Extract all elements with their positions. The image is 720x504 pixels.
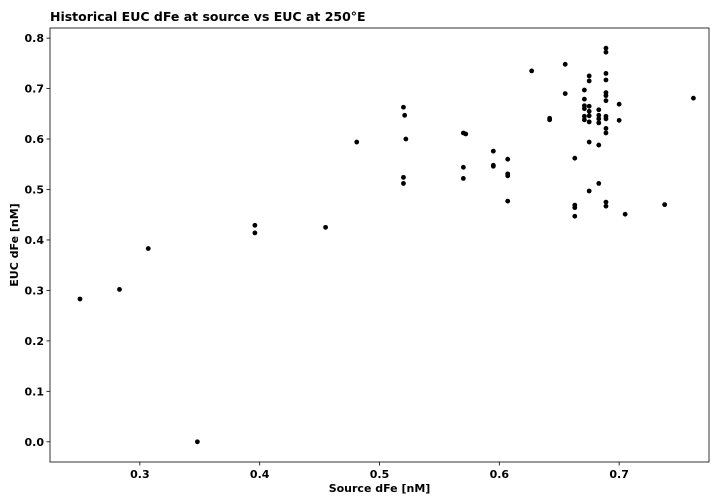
data-point: [490, 163, 496, 169]
x-tick-label: 0.3: [130, 468, 150, 481]
y-tick-label: 0.4: [25, 234, 45, 247]
data-point: [662, 202, 668, 208]
y-tick-label: 0.6: [25, 133, 45, 146]
data-point: [547, 117, 553, 123]
data-point: [505, 156, 511, 162]
data-point: [505, 173, 511, 179]
data-point: [596, 107, 602, 113]
y-axis: 0.0 0.1 0.2 0.3 0.4 0.5 0.6 0.7 0.8: [25, 32, 50, 449]
data-point: [463, 131, 469, 137]
data-points: [77, 45, 696, 445]
data-point: [505, 198, 511, 204]
data-point: [586, 108, 592, 114]
y-tick-label: 0.1: [25, 385, 45, 398]
data-point: [403, 136, 409, 142]
data-point: [529, 68, 535, 74]
data-point: [401, 174, 406, 180]
data-point: [354, 139, 360, 145]
data-point: [603, 45, 609, 51]
data-point: [603, 98, 609, 104]
data-point: [596, 142, 602, 148]
data-point: [460, 175, 466, 181]
data-point: [603, 93, 609, 99]
data-point: [460, 164, 466, 170]
data-point: [616, 117, 622, 123]
data-point: [323, 224, 328, 230]
data-point: [572, 213, 578, 219]
x-tick-label: 0.7: [609, 468, 629, 481]
data-point: [596, 120, 602, 126]
data-point: [562, 91, 568, 96]
data-point: [603, 49, 609, 55]
x-axis-label: Source dFe [nM]: [329, 482, 431, 495]
data-point: [581, 117, 587, 123]
data-point: [490, 148, 496, 154]
y-tick-label: 0.2: [25, 335, 45, 348]
data-point: [603, 116, 609, 122]
data-point: [586, 73, 592, 79]
data-point: [581, 113, 587, 119]
data-point: [402, 112, 408, 118]
data-point: [77, 296, 83, 302]
data-point: [401, 181, 406, 186]
data-point: [596, 181, 602, 186]
data-point: [622, 211, 628, 217]
x-tick-label: 0.6: [490, 468, 510, 481]
data-point: [572, 205, 578, 211]
data-point: [572, 155, 578, 161]
x-axis: 0.3 0.4 0.5 0.6 0.7: [130, 462, 629, 481]
data-point: [596, 112, 602, 118]
y-tick-label: 0.8: [25, 32, 45, 45]
data-point: [616, 101, 622, 107]
data-point: [691, 95, 696, 101]
data-point: [586, 139, 592, 145]
x-tick-label: 0.4: [250, 468, 270, 481]
data-point: [596, 116, 602, 122]
data-point: [117, 287, 122, 292]
data-point: [145, 246, 151, 251]
x-tick-label: 0.5: [370, 468, 390, 481]
data-point: [586, 188, 592, 194]
y-tick-label: 0.7: [25, 83, 45, 96]
data-point: [581, 96, 587, 102]
data-point: [603, 199, 609, 205]
y-axis-label: EUC dFe [nM]: [8, 203, 21, 286]
data-point: [581, 106, 587, 112]
data-point: [586, 113, 592, 119]
data-point: [603, 203, 609, 209]
data-point: [603, 71, 609, 76]
data-point: [586, 78, 592, 84]
data-point: [603, 126, 609, 131]
data-point: [252, 230, 258, 236]
data-point: [581, 87, 587, 93]
data-point: [252, 222, 258, 228]
data-point: [603, 130, 609, 136]
y-tick-label: 0.3: [25, 284, 45, 297]
data-point: [401, 104, 406, 110]
plot-area: [49, 27, 710, 463]
data-point: [194, 439, 200, 445]
y-tick-label: 0.5: [25, 183, 45, 196]
data-point: [586, 103, 592, 109]
data-point: [562, 61, 568, 67]
data-point: [603, 77, 609, 83]
data-point: [586, 119, 592, 125]
y-tick-label: 0.0: [25, 436, 45, 449]
chart-title: Historical EUC dFe at source vs EUC at 2…: [50, 9, 366, 24]
